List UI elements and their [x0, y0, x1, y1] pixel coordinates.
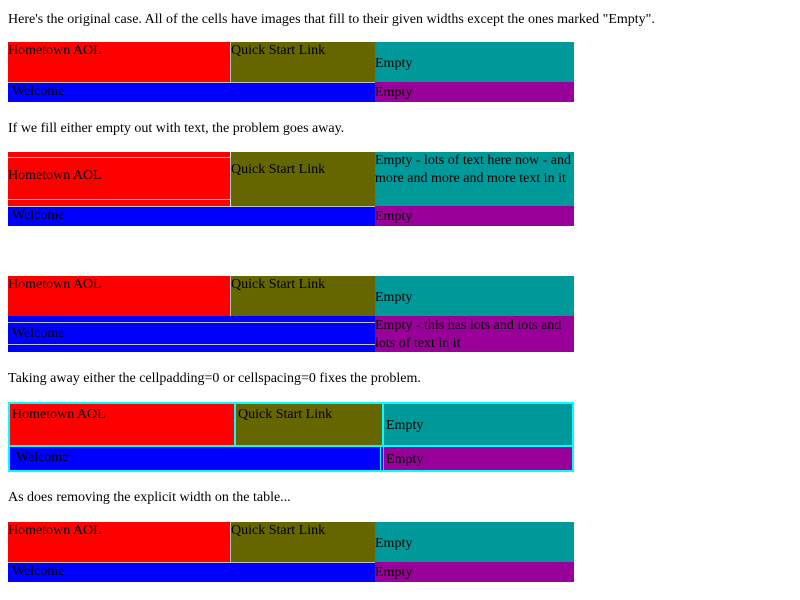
cell-welcome-spacer: [381, 447, 383, 470]
table-with-cellspacing: Hometown AOL Quick Start Link Empty Welc…: [8, 402, 574, 472]
cell-hometown-aol: Hometown AOL: [8, 276, 230, 316]
table-no-explicit-width: Hometown AOL Quick Start Link Empty Welc…: [8, 522, 574, 582]
cell-empty-bottom: Empty: [375, 562, 574, 582]
cell-empty-lots-of-text: Empty - this has lots and lots and lots …: [375, 316, 574, 352]
row-divider: [8, 82, 375, 83]
cell-quick-start-link: Quick Start Link: [231, 522, 375, 562]
cell-empty-top-label: Empty: [375, 536, 413, 551]
cell-empty-bottom-label: Empty: [386, 452, 424, 467]
cell-empty-bottom-label: Empty: [375, 209, 413, 224]
cell-empty-lots-of-text-label: Empty - lots of text here now - and more…: [375, 153, 571, 186]
cell-welcome-label: Welcome: [12, 326, 65, 341]
cell-empty-top: Empty: [375, 276, 574, 316]
cell-empty-top-label: Empty: [386, 418, 424, 433]
cell-empty-top: Empty: [375, 522, 574, 562]
cell-empty-bottom-label: Empty: [375, 565, 413, 580]
cell-divider: [230, 276, 231, 316]
row-bottom-line: [8, 344, 375, 345]
cell-hometown-aol: Hometown AOL: [10, 404, 234, 445]
cell-hometown-aol: Hometown AOL: [8, 522, 230, 562]
fill-text-paragraph: If we fill either empty out with text, t…: [8, 121, 345, 136]
cell-quick-start-link: Quick Start Link: [231, 276, 375, 316]
cell-empty-top: Empty: [384, 404, 572, 445]
cell-quick-start-link: Quick Start Link: [231, 152, 375, 206]
table-filled-text-top: Hometown AOL Quick Start Link Empty - lo…: [8, 152, 574, 226]
cell-empty-top-label: Empty: [375, 56, 413, 71]
cell-hometown-aol: Hometown AOL: [8, 42, 230, 82]
cell-divider: [230, 522, 231, 562]
cell-hometown-aol-label: Hometown AOL: [8, 277, 102, 292]
cell-welcome-label: Welcome: [12, 208, 65, 223]
cell-divider: [230, 42, 231, 82]
cell-empty-bottom-label: Empty: [375, 85, 413, 100]
cell-quick-start-link: Quick Start Link: [236, 404, 382, 445]
cell-welcome-label: Welcome: [12, 84, 65, 99]
cell-welcome: Welcome: [8, 563, 375, 582]
remove-width-paragraph: As does removing the explicit width on t…: [8, 490, 291, 505]
cell-quick-start-link-label: Quick Start Link: [231, 523, 326, 538]
cell-welcome: Welcome: [8, 83, 375, 102]
cell-hometown-aol: Hometown AOL: [8, 152, 230, 206]
cell-empty-top: Empty: [375, 42, 574, 82]
cell-welcome: Welcome: [8, 206, 375, 226]
cell-empty-top-label: Empty: [375, 290, 413, 305]
cell-welcome: Welcome: [10, 447, 380, 470]
cellpadding-paragraph: Taking away either the cellpadding=0 or …: [8, 371, 421, 386]
cell-quick-start-link-label: Quick Start Link: [238, 407, 333, 422]
cell-welcome-label: Welcome: [12, 564, 65, 579]
cell-empty-bottom: Empty: [375, 82, 574, 102]
cell-empty-bottom: Empty: [375, 206, 574, 226]
cell-empty-lots-of-text: Empty - lots of text here now - and more…: [375, 152, 574, 206]
row-top-line: [8, 322, 375, 323]
intro-paragraph: Here's the original case. All of the cel…: [8, 12, 655, 27]
cell-quick-start-link: Quick Start Link: [231, 42, 375, 82]
row-divider: [8, 562, 375, 563]
cell-hometown-aol-label: Hometown AOL: [12, 407, 106, 422]
cell-divider: [230, 157, 231, 200]
cell-welcome-label: Welcome: [16, 450, 69, 465]
row-top-line: [8, 157, 375, 158]
table-filled-text-bottom: Hometown AOL Quick Start Link Empty Welc…: [8, 276, 574, 352]
row-divider: [8, 206, 375, 207]
cell-quick-start-link-label: Quick Start Link: [231, 43, 326, 58]
cell-hometown-aol-label: Hometown AOL: [8, 168, 102, 183]
cell-quick-start-link-label: Quick Start Link: [231, 162, 326, 177]
row-bottom-line: [8, 199, 375, 200]
cell-quick-start-link-label: Quick Start Link: [231, 277, 326, 292]
cell-hometown-aol-label: Hometown AOL: [8, 523, 102, 538]
table-original-case: Hometown AOL Quick Start Link Empty Welc…: [8, 42, 574, 102]
cell-empty-lots-of-text-label: Empty - this has lots and lots and lots …: [375, 318, 562, 351]
cell-empty-bottom: Empty: [384, 447, 572, 470]
cell-hometown-aol-label: Hometown AOL: [8, 43, 102, 58]
